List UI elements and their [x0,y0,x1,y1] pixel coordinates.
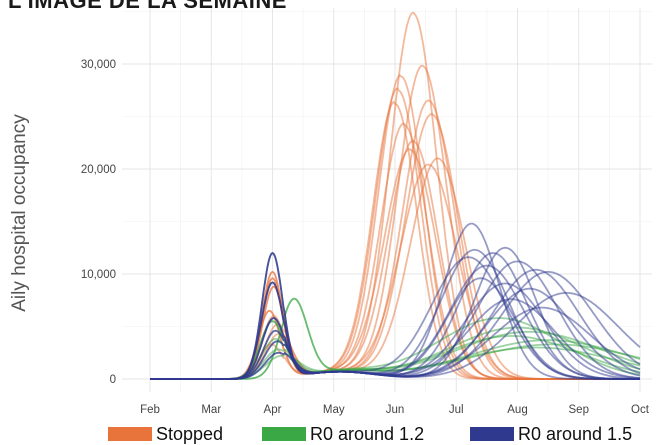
x-tick-label: Mar [201,404,221,416]
x-tick-label: Feb [140,404,160,416]
x-tick-label: Jun [386,404,405,416]
legend-label: R0 around 1.2 [310,423,425,444]
x-axis-ticks: Feb Mar Apr May Jun Jul Aug Sep Oct [140,404,650,416]
y-tick-label: 30,000 [81,59,116,71]
x-tick-label: Aug [507,404,527,416]
legend: Stopped R0 around 1.2 R0 around 1.5 [0,424,660,444]
legend-item: R0 around 1.5 [470,424,632,444]
x-tick-label: May [323,404,345,416]
series-line-r0-around-1-5 [150,306,641,380]
hospital-occupancy-chart: 0 10,000 20,000 30,000 Feb Mar Apr May Jun Jul Au… [81,8,652,416]
legend-label: R0 around 1.5 [518,423,633,444]
legend-label: Stopped [156,423,224,444]
y-tick-label: 0 [110,374,116,386]
y-axis-ticks: 0 10,000 20,000 30,000 [81,59,116,386]
legend-item: Stopped [108,424,223,444]
legend-item: R0 around 1.2 [262,424,424,444]
x-tick-label: Oct [631,404,650,416]
y-tick-label: 10,000 [81,269,116,281]
y-tick-label: 20,000 [81,164,116,176]
x-tick-label: Apr [264,404,282,416]
series-lines [150,11,641,380]
legend-swatch [262,427,306,441]
x-tick-label: Jul [449,404,464,416]
legend-swatch [108,427,152,441]
legend-swatch [470,427,514,441]
x-tick-label: Sep [569,404,589,416]
page-title: L'IMAGE DE LA SEMAINE [8,0,287,13]
